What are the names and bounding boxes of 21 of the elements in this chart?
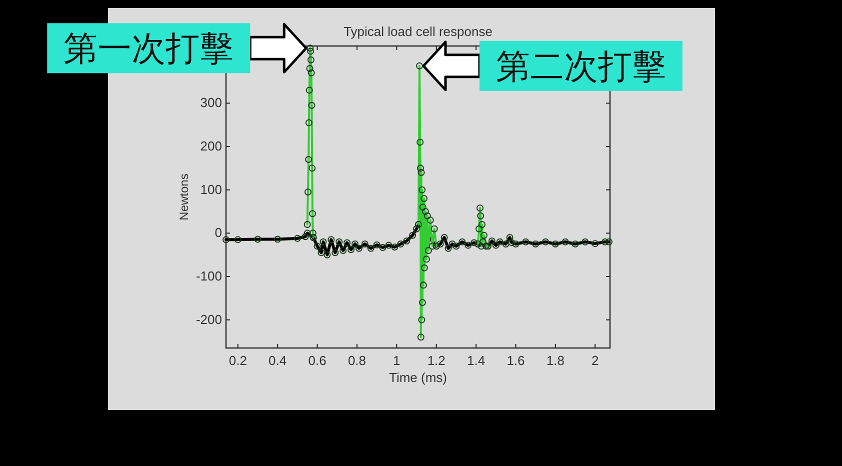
- y-tick-label: 200: [200, 138, 222, 154]
- y-tick-label: 100: [200, 182, 222, 197]
- x-tick-label: 2: [592, 353, 599, 368]
- annotation: 第二次打擊: [496, 48, 666, 86]
- x-tick-label: 0.4: [268, 353, 287, 368]
- x-tick-label: 0.6: [308, 353, 326, 368]
- annotation: 第一次打擊: [64, 30, 234, 68]
- y-tick-label: 300: [200, 95, 222, 110]
- x-tick-label: 0.8: [348, 353, 366, 368]
- x-tick-label: 1.6: [506, 353, 525, 368]
- x-tick-label: 1.2: [427, 353, 446, 368]
- x-tick-label: 1.8: [546, 353, 564, 368]
- chart-title: Typical load cell response: [344, 24, 492, 39]
- y-tick-label: -100: [196, 268, 222, 284]
- y-axis-title: Newtons: [177, 174, 191, 220]
- x-tick-label: 0.2: [228, 353, 247, 368]
- x-axis-title: Time (ms): [388, 370, 448, 385]
- x-tick-label: 1.4: [467, 353, 486, 368]
- y-tick-label: 0: [214, 225, 222, 240]
- y-tick-label: -200: [196, 312, 222, 327]
- x-tick-label: 1: [393, 353, 400, 368]
